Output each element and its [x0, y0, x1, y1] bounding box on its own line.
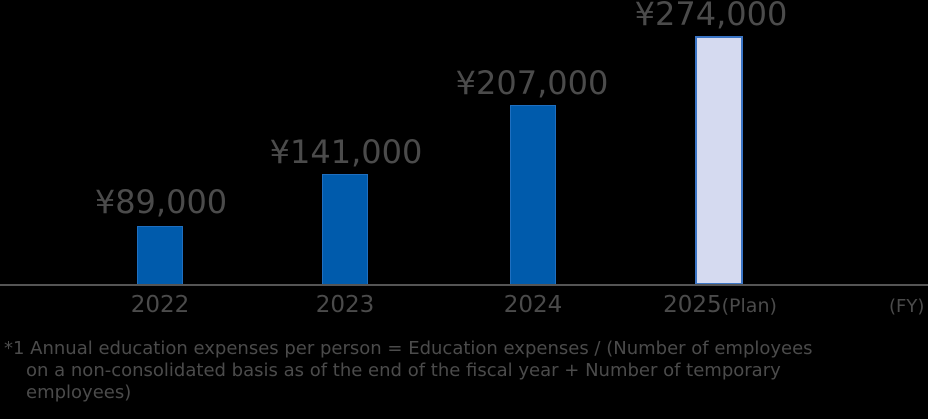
- x-tick-2025-year: 2025: [663, 292, 722, 318]
- bar-2022: [137, 226, 183, 285]
- footnote-line-3: employees): [26, 382, 132, 403]
- bar-2024: [510, 105, 556, 285]
- value-label-2023: ¥141,000: [269, 133, 423, 171]
- footnote: *1 Annual education expenses per person …: [4, 338, 928, 404]
- footnote-line-2: on a non-consolidated basis as of the en…: [26, 360, 781, 381]
- bar-2023: [322, 174, 368, 285]
- x-tick-2025-plan: (Plan): [721, 295, 777, 317]
- x-tick-2023: 2023: [315, 292, 375, 318]
- x-tick-2024: 2024: [503, 292, 563, 318]
- x-tick-2025: 2025(Plan): [663, 292, 777, 318]
- value-label-2025: ¥274,000: [634, 0, 788, 33]
- x-tick-2022: 2022: [130, 292, 190, 318]
- value-label-2022: ¥89,000: [94, 183, 228, 221]
- x-axis-line: [0, 284, 928, 286]
- x-axis-unit-label: (FY): [889, 296, 925, 317]
- bar-2025-plan: [695, 36, 743, 285]
- footnote-line-1: *1 Annual education expenses per person …: [4, 338, 813, 359]
- value-label-2024: ¥207,000: [455, 64, 609, 102]
